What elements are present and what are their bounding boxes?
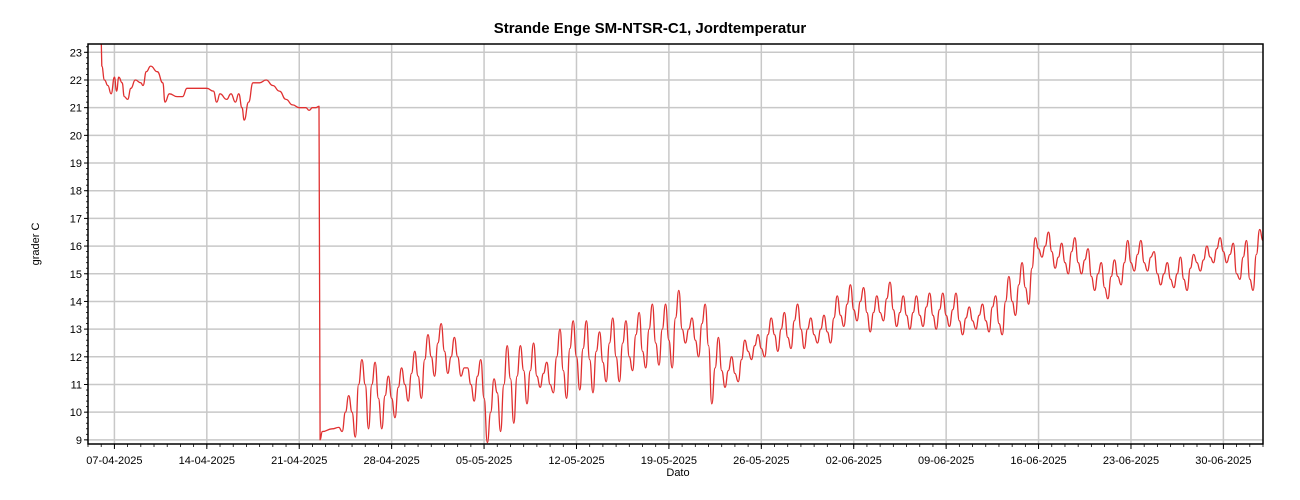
- grid-lines: [88, 44, 1263, 444]
- x-tick-label: 30-06-2025: [1195, 455, 1251, 467]
- x-tick-label: 26-05-2025: [733, 455, 789, 467]
- x-tick-label: 09-06-2025: [918, 455, 974, 467]
- y-tick-label: 19: [70, 158, 82, 170]
- y-tick-label: 22: [70, 75, 82, 87]
- x-tick-label: 16-06-2025: [1010, 455, 1066, 467]
- series-line-0: [100, 44, 1263, 444]
- x-tick-label: 28-04-2025: [364, 455, 420, 467]
- x-axis-label: Dato: [666, 467, 690, 479]
- y-tick-label: 20: [70, 130, 82, 142]
- y-tick-label: 11: [71, 379, 82, 391]
- x-tick-label: 07-04-2025: [86, 455, 142, 467]
- y-tick-label: 17: [70, 213, 82, 225]
- x-tick-label: 12-05-2025: [548, 455, 604, 467]
- y-axis: 9 10 11 12 13 14 15 16 17 18 19 20 21 22 23: [70, 46, 88, 447]
- y-tick-label: 9: [76, 435, 82, 447]
- y-tick-label: 12: [70, 352, 82, 364]
- x-tick-label: 23-06-2025: [1103, 455, 1159, 467]
- y-tick-label: 10: [70, 407, 82, 419]
- y-tick-label: 16: [70, 241, 82, 253]
- x-tick-label: 21-04-2025: [271, 455, 327, 467]
- y-tick-label: 13: [70, 324, 82, 336]
- x-tick-label: 02-06-2025: [826, 455, 882, 467]
- series-group: [100, 44, 1263, 444]
- x-axis: 07-04-2025 14-04-2025 21-04-2025 28-04-2025…: [86, 444, 1264, 467]
- y-tick-label: 15: [70, 269, 82, 281]
- y-tick-label: 18: [70, 186, 82, 198]
- y-tick-label: 23: [70, 47, 82, 59]
- y-tick-label: 14: [70, 296, 82, 308]
- chart-title: Strande Enge SM-NTSR-C1, Jordtemperatur: [493, 20, 807, 37]
- x-tick-label: 05-05-2025: [456, 455, 512, 467]
- plot-frame: [87, 43, 1264, 445]
- x-tick-label: 19-05-2025: [641, 455, 697, 467]
- x-tick-label: 14-04-2025: [179, 455, 235, 467]
- y-tick-label: 21: [70, 103, 82, 115]
